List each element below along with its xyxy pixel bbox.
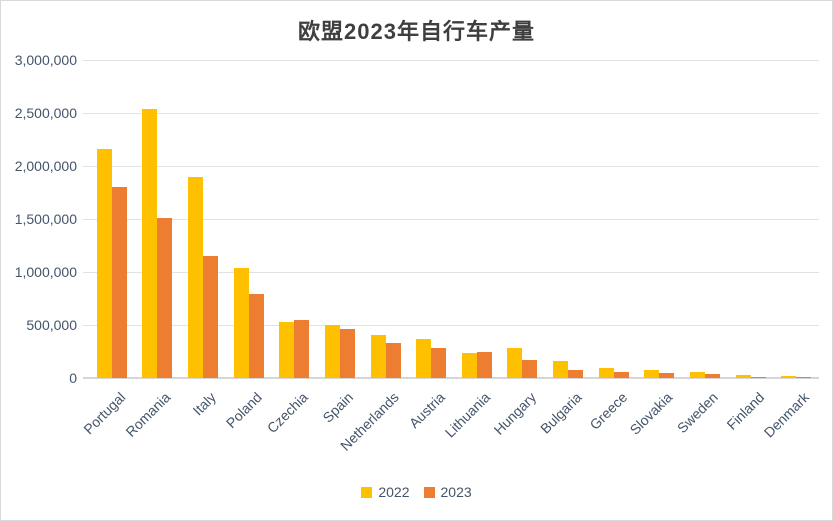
x-tick-label-lithuania: Lithuania — [441, 389, 494, 441]
legend: 2022 2023 — [1, 484, 832, 500]
gridline — [83, 113, 819, 114]
bar-netherlands-2022 — [370, 335, 386, 378]
legend-label: 2022 — [378, 484, 410, 500]
legend-item-2022: 2022 — [361, 484, 410, 500]
x-tick-label-sweden: Sweden — [674, 389, 722, 437]
bar-lithuania-2022 — [461, 353, 477, 378]
bar-spain-2023 — [339, 329, 355, 378]
gridline — [83, 272, 819, 273]
x-tick-label-greece: Greece — [586, 389, 631, 433]
chart-title: 欧盟2023年自行车产量 — [298, 19, 535, 44]
bar-hungary-2022 — [507, 348, 523, 378]
x-tick-label-slovakia: Slovakia — [626, 389, 676, 438]
x-tick-label-spain: Spain — [319, 389, 357, 426]
legend-swatch-icon — [423, 486, 435, 498]
gridline — [83, 325, 819, 326]
y-tick-label: 2,000,000 — [14, 158, 77, 174]
legend-swatch-icon — [361, 486, 373, 498]
gridline — [83, 166, 819, 167]
y-tick-label: 3,000,000 — [14, 52, 77, 68]
bar-czechia-2023 — [294, 319, 310, 378]
bar-austria-2022 — [416, 339, 432, 378]
y-tick-label: 2,500,000 — [14, 105, 77, 121]
bar-romania-2023 — [157, 217, 173, 378]
x-axis-line — [83, 377, 819, 379]
bar-poland-2023 — [248, 294, 264, 378]
y-tick-label: 500,000 — [26, 317, 77, 333]
bar-spain-2022 — [324, 325, 340, 378]
y-tick-label: 0 — [69, 370, 77, 386]
bar-austria-2023 — [431, 347, 447, 378]
bar-netherlands-2023 — [385, 343, 401, 378]
bar-portugal-2022 — [96, 149, 112, 378]
x-tick-label-italy: Italy — [189, 389, 220, 419]
gridline — [83, 60, 819, 61]
bar-bulgaria-2022 — [553, 360, 569, 378]
bar-denmark-2022 — [781, 376, 797, 378]
bar-sweden-2022 — [689, 371, 705, 378]
x-tick-label-denmark: Denmark — [761, 389, 813, 441]
bar-romania-2022 — [142, 108, 158, 378]
bar-bulgaria-2023 — [568, 370, 584, 378]
x-tick-label-finland: Finland — [723, 389, 767, 433]
bar-czechia-2022 — [279, 321, 295, 378]
bar-poland-2022 — [233, 267, 249, 378]
x-tick-label-bulgaria: Bulgaria — [536, 389, 585, 437]
gridline — [83, 219, 819, 220]
bar-finland-2022 — [735, 374, 751, 378]
legend-item-2023: 2023 — [423, 484, 472, 500]
legend-label: 2023 — [440, 484, 472, 500]
bar-italy-2023 — [203, 256, 219, 378]
bar-italy-2022 — [188, 176, 204, 378]
bar-portugal-2023 — [111, 187, 127, 378]
bar-lithuania-2023 — [476, 351, 492, 378]
y-tick-label: 1,000,000 — [14, 264, 77, 280]
bar-sweden-2023 — [704, 374, 720, 378]
bar-hungary-2023 — [522, 359, 538, 378]
x-tick-label-austria: Austria — [405, 389, 448, 432]
bar-greece-2023 — [613, 371, 629, 378]
y-tick-label: 1,500,000 — [14, 211, 77, 227]
bar-slovakia-2022 — [644, 370, 660, 378]
bar-finland-2023 — [750, 376, 766, 378]
x-tick-label-romania: Romania — [122, 389, 174, 440]
x-tick-label-portugal: Portugal — [79, 389, 129, 438]
bar-greece-2022 — [598, 368, 614, 378]
bar-denmark-2023 — [796, 377, 812, 378]
x-tick-label-hungary: Hungary — [490, 389, 539, 438]
x-tick-label-poland: Poland — [222, 389, 266, 432]
x-tick-label-czechia: Czechia — [263, 389, 311, 437]
bar-slovakia-2023 — [659, 372, 675, 378]
